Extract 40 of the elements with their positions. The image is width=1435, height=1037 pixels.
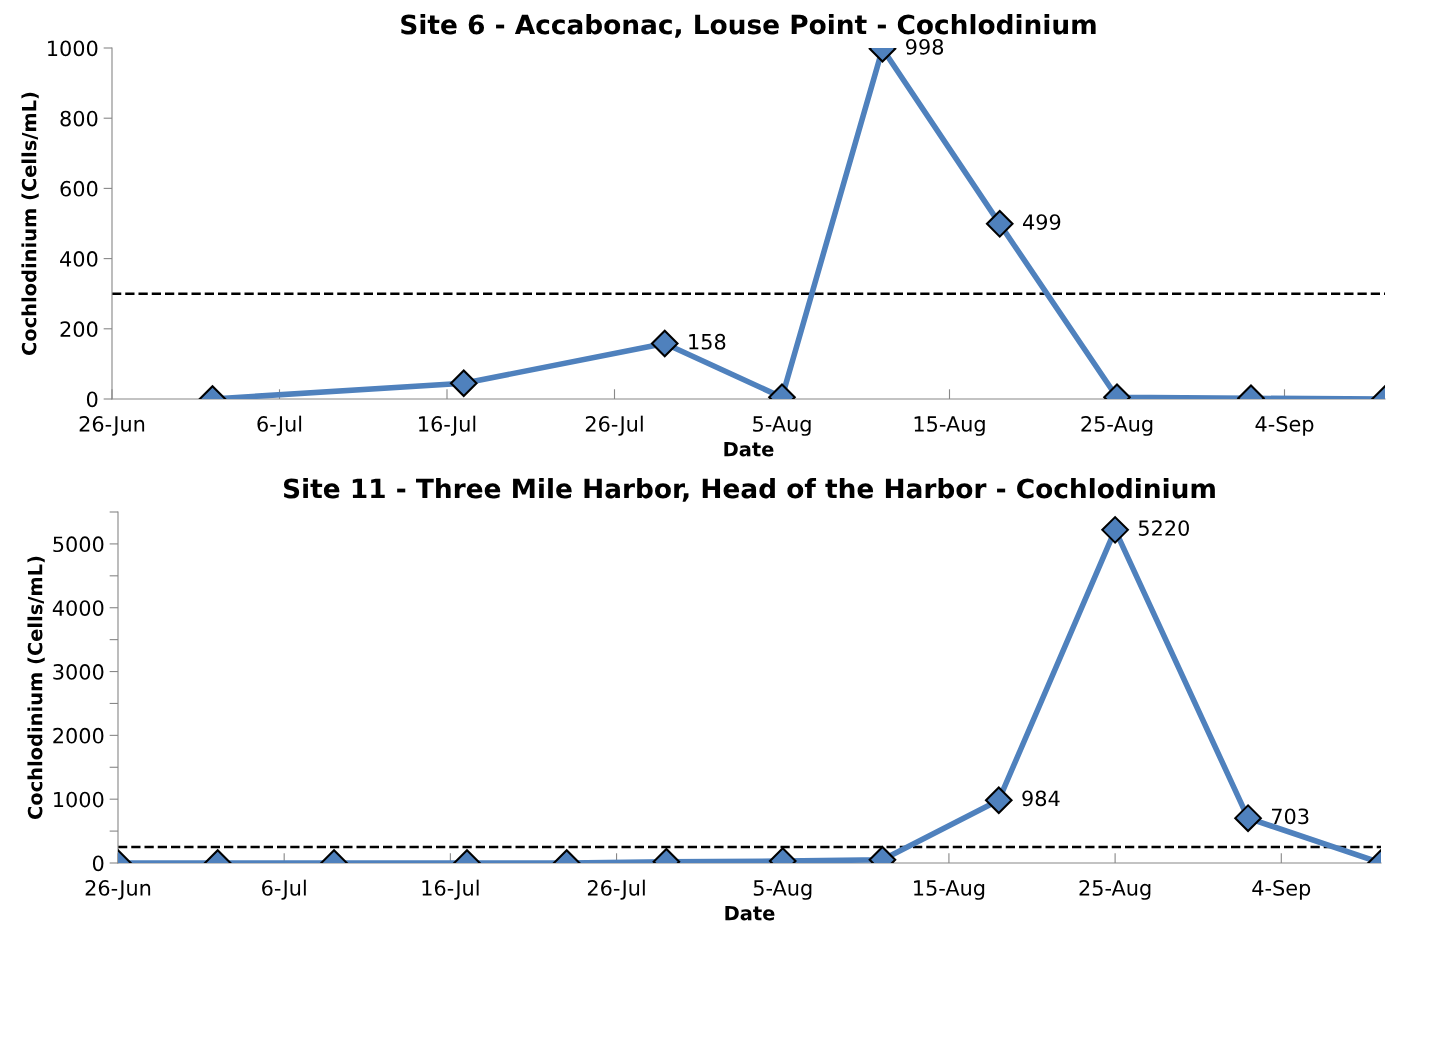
y-tick-label: 2000 — [53, 727, 104, 744]
x-tick-label: 6-Jul — [262, 879, 306, 900]
x-tick-label: 15-Aug — [914, 416, 985, 436]
data-label: 499 — [1022, 214, 1061, 230]
y-tick-label: 3000 — [53, 664, 104, 680]
data-label: 984 — [1022, 790, 1060, 807]
y-tick-label: 0 — [92, 855, 104, 872]
y-tick-label: 1000 — [54, 791, 104, 808]
data-label: 703 — [1271, 808, 1309, 825]
data-label: 5220 — [1138, 520, 1189, 536]
y-tick-label: 200 — [60, 321, 98, 338]
x-tick-label: 6-Jul — [257, 415, 302, 436]
y-tick-label: 4000 — [52, 600, 104, 616]
x-tick-label: 16-Jul — [422, 879, 479, 900]
x-tick-label: 25-Aug — [1081, 416, 1153, 436]
x-tick-label: 26-Jul — [585, 415, 643, 436]
chart-title: Site 6 - Accabonac, Louse Point - Cochlodinium — [401, 14, 1096, 38]
x-tick-label: 5-Aug — [753, 416, 811, 436]
data-label: 998 — [906, 38, 944, 55]
y-tick-label: 800 — [60, 110, 98, 127]
y-tick-label: 5000 — [53, 536, 104, 553]
y-tick-label: 600 — [60, 180, 98, 197]
x-tick-label: 4-Sep — [1255, 416, 1314, 436]
x-tick-label: 26-Jun — [79, 416, 145, 436]
x-tick-label: 15-Aug — [914, 880, 985, 900]
x-axis-title: Date — [725, 905, 775, 921]
y-axis-title: Cochlodinium (Cells/mL) — [27, 556, 45, 819]
x-tick-label: 26-Jun — [85, 880, 151, 900]
chart-title: Site 11 - Three Mile Harbor, Head of the Harbor - Cochlodinium — [283, 478, 1215, 502]
y-tick-label: 0 — [86, 391, 98, 408]
x-tick-label: 16-Jul — [419, 415, 476, 436]
x-tick-label: 26-Jul — [587, 879, 645, 900]
x-tick-label: 4-Sep — [1252, 880, 1311, 900]
x-tick-label: 5-Aug — [753, 880, 812, 900]
y-tick-label: 400 — [60, 251, 98, 267]
x-axis-title: Date — [724, 441, 774, 457]
x-tick-label: 25-Aug — [1079, 880, 1151, 900]
y-tick-label: 1000 — [48, 40, 98, 57]
data-label: 158 — [689, 333, 726, 350]
y-axis-title: Cochlodinium (Cells/mL) — [21, 92, 39, 355]
